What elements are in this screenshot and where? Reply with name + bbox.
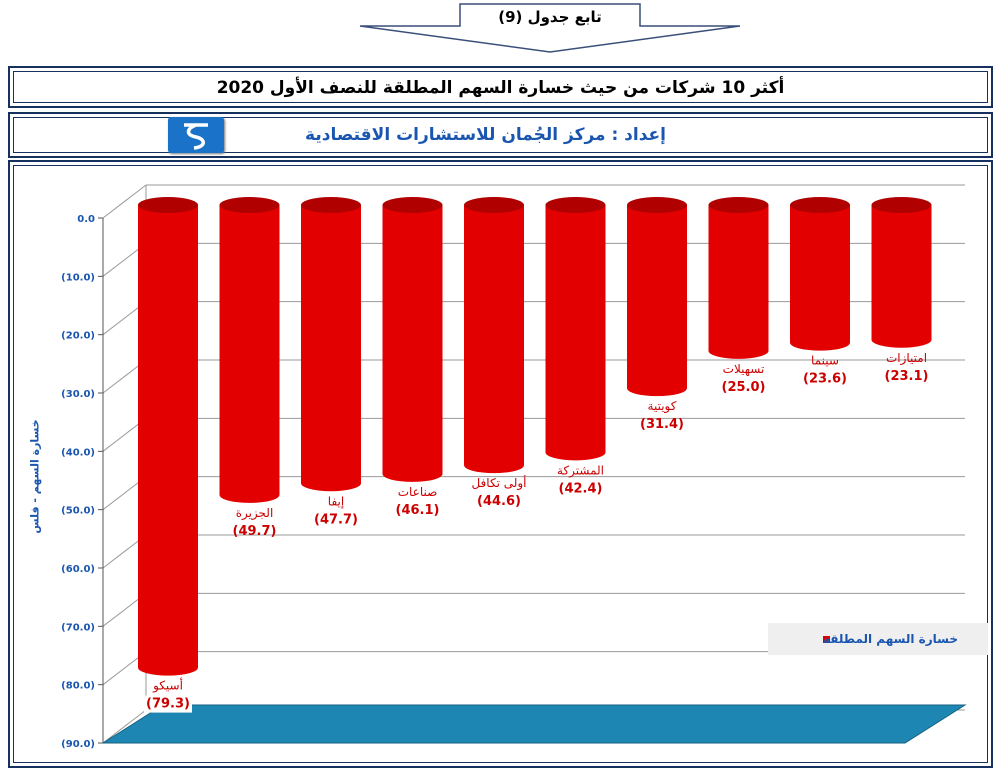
category-label: إيفا bbox=[328, 494, 344, 508]
category-label: المشتركة bbox=[557, 463, 604, 478]
bar-top bbox=[708, 197, 769, 213]
bar-2 bbox=[301, 197, 361, 492]
category-label: امتيازات bbox=[886, 351, 927, 366]
banner-arrow bbox=[359, 3, 741, 53]
banner-label: تابع جدول (9) bbox=[498, 8, 602, 26]
category-label: أسيكو bbox=[152, 678, 183, 694]
category-label: الجزيرة bbox=[236, 506, 274, 521]
y-tick-label: (60.0) bbox=[61, 564, 95, 575]
gridline-diagonal bbox=[102, 184, 147, 219]
bar-body bbox=[790, 205, 850, 351]
bar-top bbox=[138, 197, 198, 213]
category-label: أولى تكافل bbox=[471, 475, 526, 491]
value-label: (31.4) bbox=[640, 417, 684, 432]
value-label: (23.1) bbox=[885, 369, 929, 384]
bar-7 bbox=[708, 197, 769, 359]
value-label: (79.3) bbox=[146, 697, 190, 712]
value-label: (42.4) bbox=[559, 481, 603, 496]
y-tick-label: 0.0 bbox=[77, 214, 95, 225]
bar-top bbox=[382, 197, 443, 213]
legend-label: خسارة السهم المطلقة bbox=[822, 632, 958, 646]
bar-0 bbox=[138, 197, 198, 676]
bar-body bbox=[219, 205, 280, 503]
value-label-bg bbox=[144, 695, 192, 713]
category-label: سينما bbox=[811, 354, 839, 368]
bar-1 bbox=[219, 197, 280, 503]
bar-9 bbox=[871, 197, 932, 348]
value-label: (25.0) bbox=[722, 380, 766, 395]
bar-body bbox=[382, 205, 443, 482]
bar-top bbox=[790, 197, 850, 213]
bar-top bbox=[464, 197, 524, 213]
bar-body bbox=[871, 205, 932, 348]
y-tick-label: (40.0) bbox=[61, 447, 95, 458]
y-tick-label: (50.0) bbox=[61, 506, 95, 517]
y-tick-label: (70.0) bbox=[61, 622, 95, 633]
category-label: كويتية bbox=[648, 399, 677, 414]
title-box: أكثر 10 شركات من حيث خسارة السهم المطلقة… bbox=[8, 66, 993, 108]
bar-8 bbox=[790, 197, 850, 351]
page-subtitle: إعداد : مركز الجُمان للاستشارات الاقتصاد… bbox=[305, 125, 666, 145]
category-label: صناعات bbox=[398, 485, 438, 499]
bar-body bbox=[627, 205, 687, 397]
gridline-diagonal bbox=[102, 709, 147, 744]
page-title: أكثر 10 شركات من حيث خسارة السهم المطلقة… bbox=[216, 78, 785, 98]
logo-icon bbox=[168, 117, 224, 153]
bar-5 bbox=[545, 197, 606, 461]
y-tick-label: (90.0) bbox=[61, 739, 95, 750]
value-label: (49.7) bbox=[233, 524, 277, 539]
y-tick-label: (10.0) bbox=[61, 272, 95, 283]
bar-body bbox=[138, 205, 198, 676]
bar-6 bbox=[627, 197, 687, 397]
category-label: تسهيلات bbox=[723, 362, 765, 376]
bar-4 bbox=[464, 197, 524, 474]
bar-body bbox=[464, 205, 524, 474]
y-tick-label: (80.0) bbox=[61, 681, 95, 692]
chart-floor bbox=[101, 704, 967, 744]
bar-top bbox=[301, 197, 361, 213]
y-tick-label: (20.0) bbox=[61, 331, 95, 342]
y-tick-label: (30.0) bbox=[61, 389, 95, 400]
y-axis-label: خسارة السهم - فلس bbox=[28, 419, 42, 534]
value-label: (46.1) bbox=[396, 503, 440, 518]
bar-top bbox=[627, 197, 687, 213]
legend: خسارة السهم المطلقة bbox=[768, 623, 988, 655]
bar-body bbox=[545, 205, 606, 461]
value-label: (47.7) bbox=[314, 512, 358, 527]
value-label: (23.6) bbox=[803, 372, 847, 387]
bar-top bbox=[219, 197, 280, 213]
bar-top bbox=[545, 197, 606, 213]
bar-3 bbox=[382, 197, 443, 482]
bar-body bbox=[301, 205, 361, 492]
bar-top bbox=[871, 197, 932, 213]
value-label: (44.6) bbox=[477, 494, 521, 509]
bar-body bbox=[708, 205, 769, 359]
legend-swatch bbox=[823, 636, 830, 643]
